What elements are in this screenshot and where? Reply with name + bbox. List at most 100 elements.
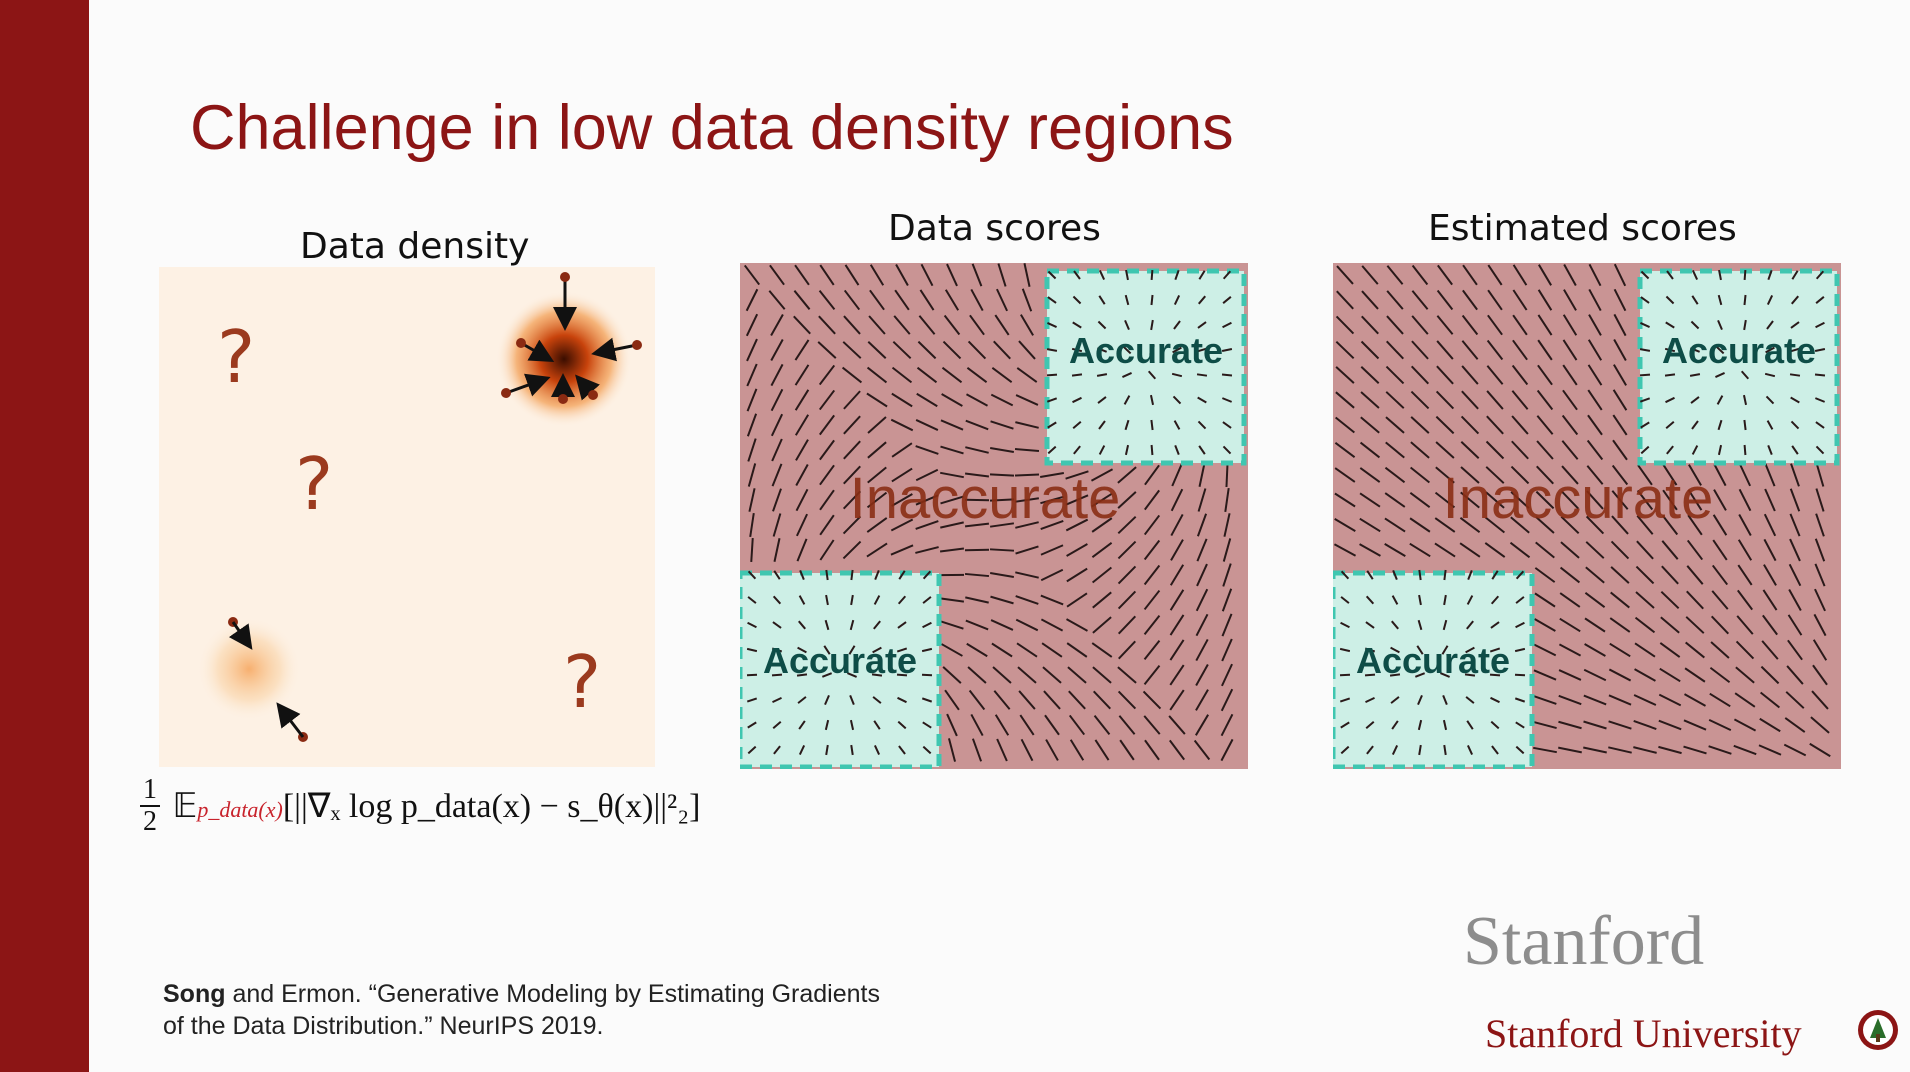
vector-field-arrow: [1359, 441, 1381, 459]
vector-field-arrow: [1560, 515, 1580, 535]
vector-field-arrow: [1743, 269, 1747, 281]
vector-field-arrow: [1224, 487, 1230, 513]
vector-field-arrow: [1762, 614, 1778, 636]
vector-field-arrow: [1435, 415, 1455, 435]
vector-field-arrow: [1220, 713, 1234, 737]
data-scores-title: Data scores: [888, 208, 1101, 249]
vector-field-arrow: [896, 673, 908, 677]
vector-field-arrow: [916, 366, 938, 384]
vector-field-arrow: [1688, 464, 1702, 486]
vector-field-arrow: [1691, 445, 1699, 455]
vector-field-arrow: [915, 468, 939, 482]
vector-field-arrow: [867, 441, 887, 459]
vector-field-arrow: [1391, 745, 1399, 755]
vector-field-arrow: [873, 595, 881, 605]
vector-field-arrow: [1198, 463, 1206, 487]
vector-field-arrow: [1409, 492, 1431, 508]
vector-field-arrow: [915, 546, 939, 554]
vector-field-arrow: [747, 596, 757, 604]
accurate-label-top: Accurate: [1069, 330, 1223, 371]
vector-field-arrow: [1335, 391, 1355, 409]
vector-field-arrow: [1742, 344, 1748, 356]
vector-field-arrow: [1066, 567, 1088, 583]
vector-field-arrow: [1096, 347, 1108, 353]
vector-field-arrow: [946, 713, 958, 737]
vector-field-arrow: [873, 720, 881, 730]
vector-field-arrow: [772, 621, 782, 629]
vector-field-arrow: [869, 289, 885, 311]
vector-field-arrow: [1197, 420, 1207, 430]
vector-field-arrow: [772, 513, 782, 537]
vector-field-arrow: [891, 493, 913, 507]
vector-field-arrow: [1512, 339, 1528, 361]
vector-field-arrow: [1072, 420, 1082, 430]
vector-field-arrow: [1512, 314, 1528, 336]
vector-field-arrow: [1460, 440, 1480, 460]
vector-field-arrow: [1489, 673, 1501, 677]
vector-field-arrow: [1710, 641, 1730, 659]
vector-field-arrow: [1391, 595, 1399, 605]
vector-field-arrow: [798, 595, 806, 605]
vector-field-arrow: [1047, 296, 1057, 304]
vector-field-arrow: [842, 515, 862, 535]
vector-field-arrow: [1384, 492, 1406, 508]
vector-field-arrow: [1360, 340, 1380, 360]
vector-field-arrow: [897, 696, 907, 704]
vector-field-arrow: [1364, 673, 1376, 677]
vector-field-arrow: [1633, 694, 1657, 706]
accurate-label-bottom: Accurate: [763, 640, 917, 681]
vector-field-arrow: [1365, 621, 1375, 629]
vector-field-arrow: [1222, 421, 1232, 429]
vector-field-arrow: [1634, 616, 1656, 634]
vector-field-arrow: [1385, 365, 1405, 385]
vector-field-arrow: [874, 569, 880, 581]
vector-field-arrow: [1790, 463, 1800, 487]
vector-field-arrow: [1515, 570, 1525, 580]
vector-field-arrow: [1340, 596, 1350, 604]
vector-field-arrow: [1197, 396, 1207, 404]
vector-field-arrow: [897, 595, 907, 605]
vector-field-arrow: [1460, 415, 1480, 435]
vector-field-arrow: [1466, 720, 1474, 730]
vector-field-arrow: [989, 522, 1015, 528]
vector-field-arrow: [1534, 618, 1556, 632]
citation-line2: of the Data Distribution.” NeurIPS 2019.: [163, 1012, 604, 1040]
vector-field-arrow: [1558, 720, 1582, 730]
vector-field-arrow: [1666, 270, 1674, 280]
vector-field-arrow: [1510, 491, 1530, 509]
vector-field-arrow: [771, 438, 783, 462]
vector-field-arrow: [850, 594, 854, 606]
vector-field-arrow: [1168, 715, 1186, 735]
vector-field-arrow: [825, 594, 829, 606]
vector-field-arrow: [1359, 467, 1381, 483]
vector-field-arrow: [1014, 497, 1040, 503]
vector-field-arrow: [1561, 440, 1579, 460]
vector-field-arrow: [1364, 647, 1376, 653]
vector-field-arrow: [770, 363, 784, 387]
vector-field-arrow: [866, 542, 888, 558]
vector-field-arrow: [922, 745, 932, 755]
vector-field-arrow: [891, 467, 913, 483]
vector-field-arrow: [1583, 668, 1607, 682]
vector-field-arrow: [891, 366, 913, 384]
vector-field-arrow: [1558, 643, 1582, 657]
vector-field-arrow: [1339, 697, 1351, 703]
vector-field-arrow: [915, 445, 939, 455]
vector-field-arrow: [1098, 445, 1106, 455]
score-arrows-big: [505, 277, 638, 401]
vector-field-arrow: [1015, 595, 1039, 605]
vector-field-arrow: [1065, 518, 1089, 532]
vector-field-arrow: [843, 415, 861, 435]
vector-field-arrow: [749, 512, 755, 538]
inaccurate-label: Inaccurate: [1443, 466, 1714, 531]
vector-field-arrow: [1609, 642, 1631, 658]
vector-field-arrow: [1743, 319, 1747, 331]
vector-field-arrow: [1462, 264, 1478, 286]
formula-fraction: 1 2: [140, 775, 160, 837]
vector-field-arrow: [1766, 320, 1774, 330]
vector-field-arrow: [922, 721, 932, 729]
vector-field-arrow: [1584, 643, 1606, 657]
vector-field-arrow: [1686, 565, 1704, 585]
vector-field-arrow: [1385, 391, 1405, 409]
vector-field-arrow: [1092, 690, 1112, 710]
